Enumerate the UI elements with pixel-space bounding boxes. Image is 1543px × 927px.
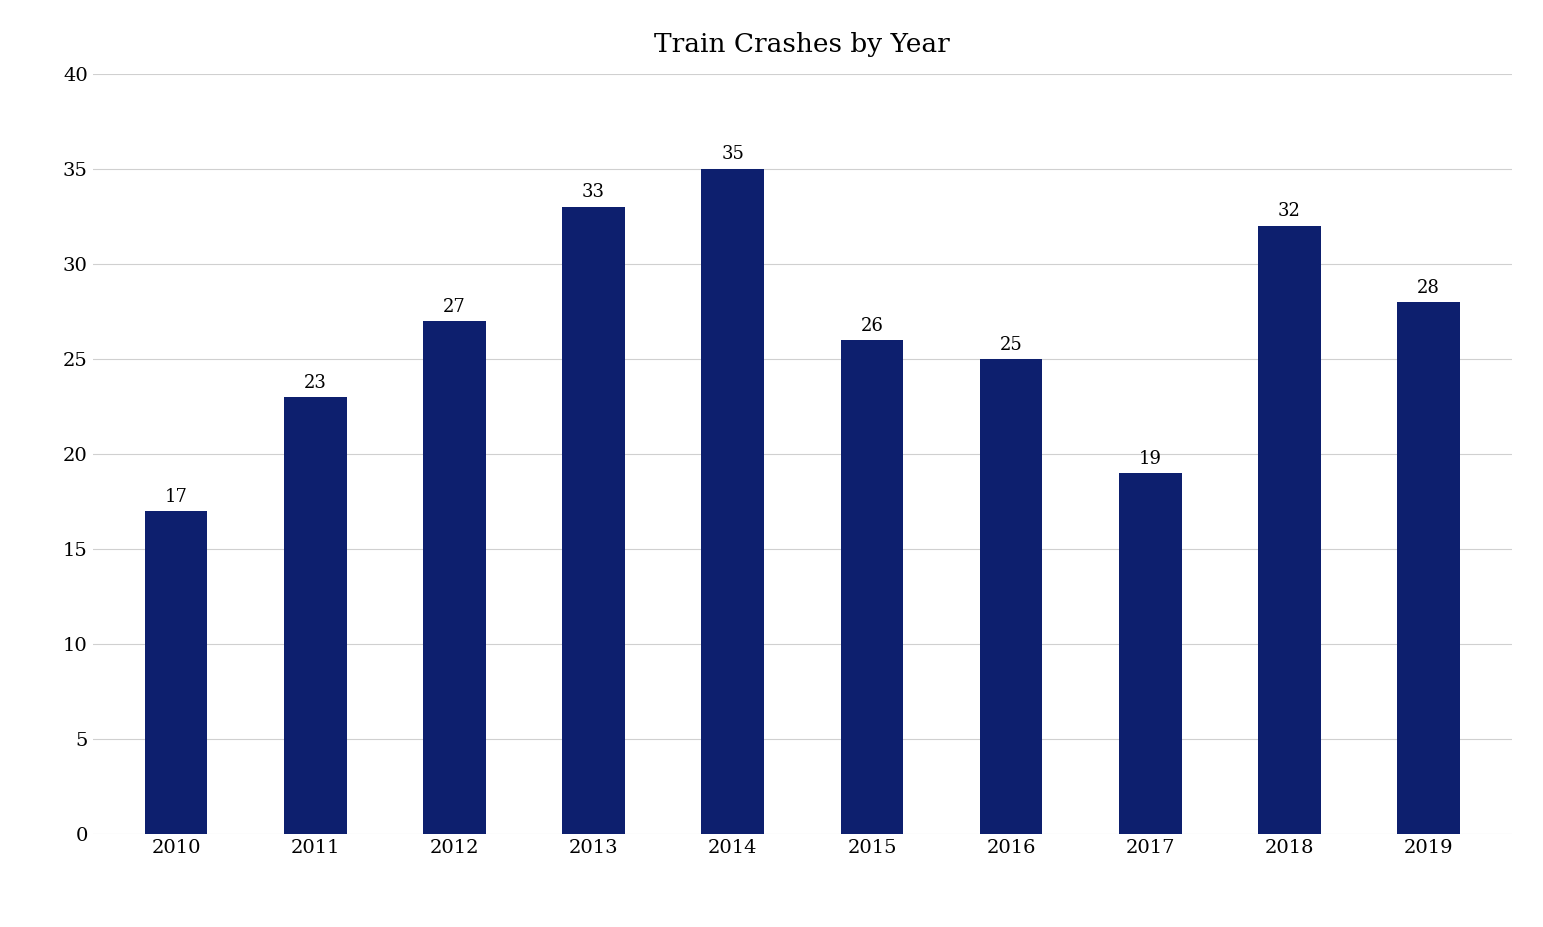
Bar: [1258, 226, 1321, 834]
Text: 25: 25: [1000, 336, 1023, 353]
Bar: [1119, 473, 1182, 834]
Title: Train Crashes by Year: Train Crashes by Year: [654, 32, 950, 57]
Bar: [841, 340, 903, 834]
Bar: [562, 208, 625, 834]
Bar: [284, 398, 347, 834]
Text: 33: 33: [582, 184, 605, 201]
Text: 17: 17: [165, 488, 188, 505]
Bar: [702, 170, 764, 834]
Bar: [980, 360, 1043, 834]
Bar: [1398, 302, 1460, 834]
Text: 19: 19: [1139, 450, 1162, 467]
Text: 28: 28: [1416, 278, 1440, 297]
Text: 35: 35: [721, 146, 744, 163]
Text: 23: 23: [304, 374, 327, 391]
Text: 26: 26: [861, 316, 884, 335]
Text: 27: 27: [443, 298, 466, 315]
Text: 32: 32: [1278, 202, 1301, 221]
Bar: [423, 322, 486, 834]
Bar: [145, 512, 207, 834]
